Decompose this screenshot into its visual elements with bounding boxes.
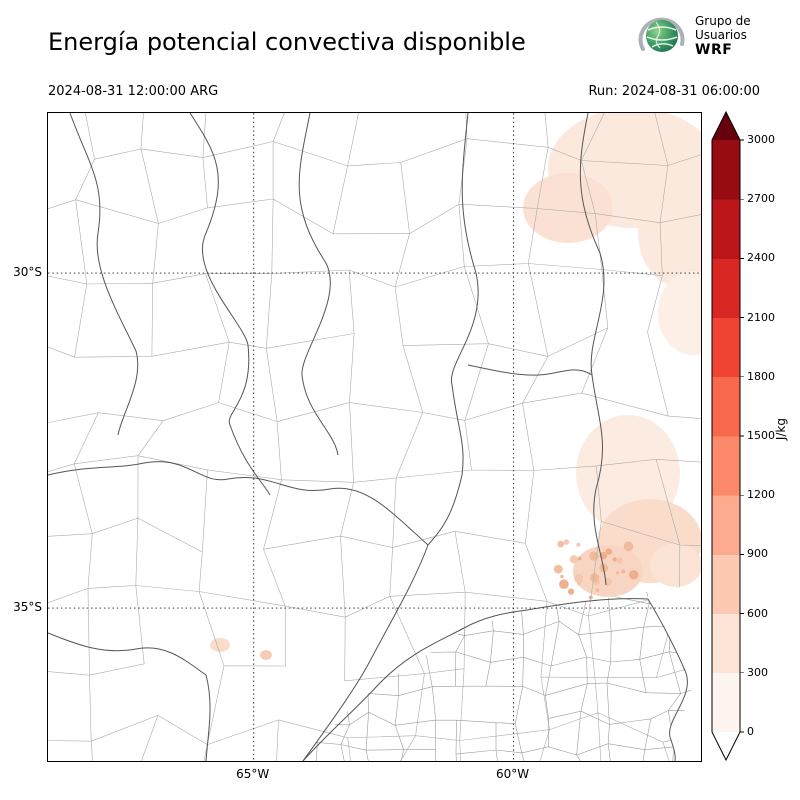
department-boundaries xyxy=(48,113,701,761)
colorbar-segment xyxy=(712,613,740,674)
lat-tick-label: 30°S xyxy=(13,265,42,280)
colorbar-segment xyxy=(712,554,740,614)
wrf-logo: Grupo de Usuarios WRF xyxy=(636,10,751,62)
lon-tick-label: 65°W xyxy=(236,767,270,781)
colorbar-tick-label: 2700 xyxy=(747,192,775,206)
gridlines xyxy=(48,113,701,761)
province-boundaries xyxy=(48,113,688,761)
map-canvas xyxy=(47,112,702,762)
colorbar-under-arrow xyxy=(712,732,740,760)
valid-time-label: 2024-08-31 12:00:00 ARG xyxy=(48,84,219,99)
colorbar-tick-label: 900 xyxy=(747,547,768,561)
coastal-water xyxy=(646,581,701,761)
lat-tick-label: 35°S xyxy=(13,600,42,615)
colorbar-segment xyxy=(712,199,740,259)
colorbar-tick-label: 1200 xyxy=(747,488,775,502)
colorbar-segment xyxy=(712,258,740,318)
colorbar-tick-label: 300 xyxy=(747,665,768,679)
colorbar-segment xyxy=(712,317,740,378)
colorbar-segment xyxy=(712,672,740,733)
run-time-label: Run: 2024-08-31 06:00:00 xyxy=(588,84,760,99)
map-plot xyxy=(48,113,701,761)
colorbar-segment xyxy=(712,376,740,437)
globe-icon xyxy=(638,17,685,52)
colorbar-over-arrow xyxy=(712,112,740,140)
logo-line-1: Grupo de xyxy=(695,13,751,28)
colorbar-unit-label: J/kg xyxy=(774,418,788,441)
colorbar-tick-label: 3000 xyxy=(747,133,775,146)
colorbar-segment xyxy=(712,140,740,200)
colorbar-segment xyxy=(712,436,740,496)
logo-line-2: Usuarios xyxy=(695,27,747,42)
colorbar-tick-label: 1800 xyxy=(747,369,775,383)
cape-shading-layer xyxy=(210,113,701,660)
page-title: Energía potencial convectiva disponible xyxy=(48,28,526,56)
logo-line-3: WRF xyxy=(695,41,733,58)
colorbar-tick-label: 2100 xyxy=(747,310,775,324)
colorbar-tick-label: 1500 xyxy=(747,429,775,442)
colorbar-tick-label: 2400 xyxy=(747,251,775,265)
logo-text: Grupo de Usuarios WRF xyxy=(695,14,751,59)
colorbar-tick-label: 0 xyxy=(747,725,754,738)
colorbar xyxy=(711,110,744,762)
colorbar-tick-label: 600 xyxy=(747,606,768,620)
lon-tick-label: 60°W xyxy=(496,767,530,781)
colorbar-segment xyxy=(712,495,740,555)
